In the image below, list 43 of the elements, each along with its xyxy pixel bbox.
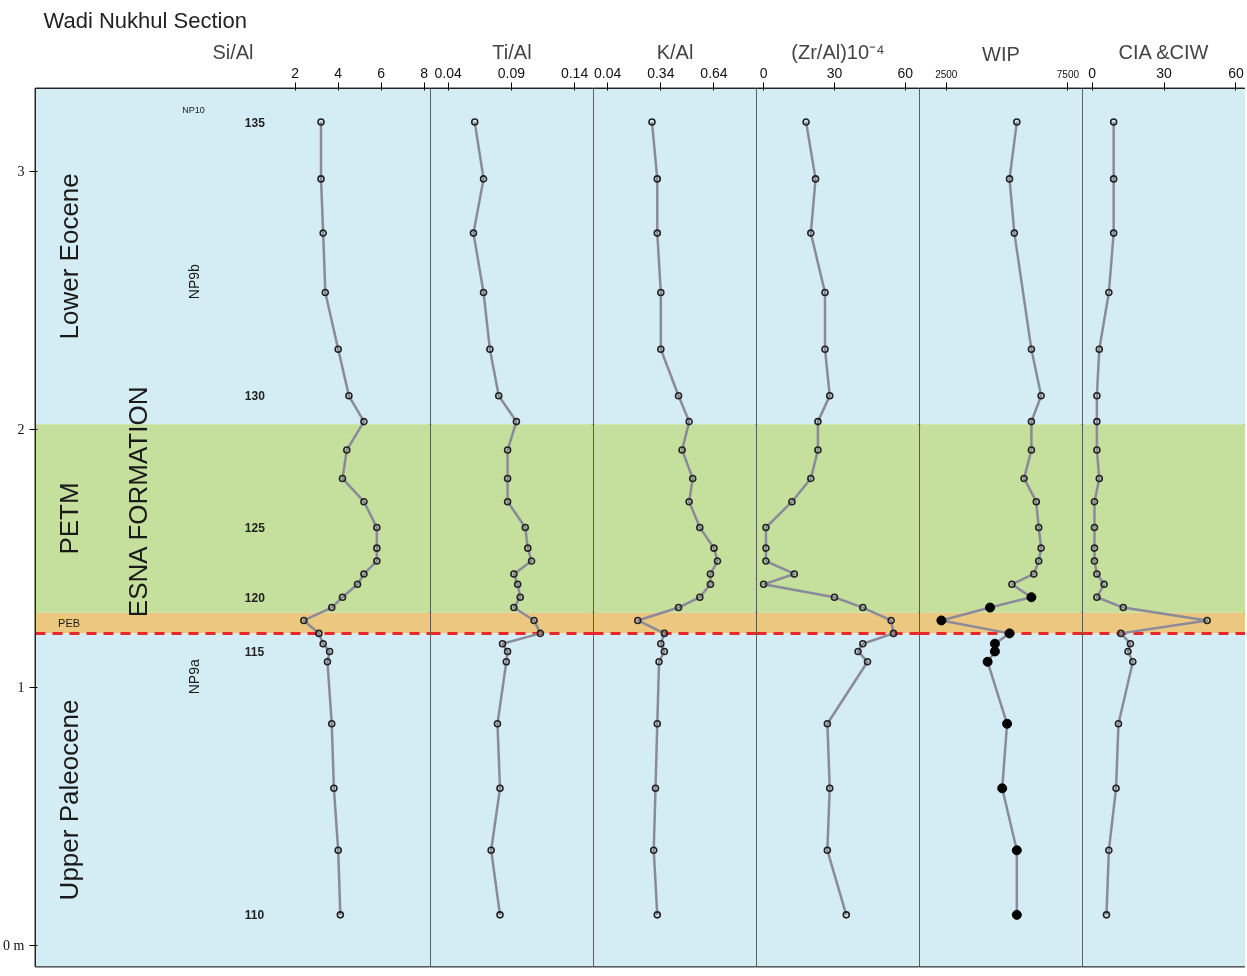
band-label: PETM xyxy=(54,482,85,555)
annotation: 135 xyxy=(244,115,266,130)
x-axis-title: Si/Al xyxy=(212,40,254,63)
x-tick-label: 60 xyxy=(897,64,914,81)
y-tick-label: 0 m xyxy=(3,938,25,954)
band-label: Lower Eocene xyxy=(54,173,85,340)
band-label: PEB xyxy=(58,617,81,630)
x-tick-label: 0.34 xyxy=(647,64,675,81)
y-tick-label: 1 xyxy=(17,680,25,696)
x-tick-label: 7500 xyxy=(1056,68,1080,80)
band-label: Upper Paleocene xyxy=(54,699,85,901)
x-tick-label: 60 xyxy=(1228,64,1244,81)
y-tick-label: 2 xyxy=(17,421,25,437)
x-tick-label: 0 xyxy=(1088,64,1097,81)
x-axis-title: (Zr/Al)10⁻⁴ xyxy=(791,40,885,63)
x-tick-label: 0 xyxy=(759,64,768,81)
x-tick-label: 0.04 xyxy=(434,64,463,81)
y-tick-label: 3 xyxy=(17,163,25,179)
annotation: 120 xyxy=(244,590,266,605)
x-tick-label: 0.64 xyxy=(700,64,728,81)
x-tick-label: 2 xyxy=(291,64,300,81)
x-tick-label: 0.09 xyxy=(497,64,526,81)
annotation: NP9b xyxy=(185,263,202,300)
annotation: 130 xyxy=(244,389,266,404)
x-tick-label: 4 xyxy=(334,64,343,81)
annotation: NP9a xyxy=(185,659,202,695)
x-axis-title: K/Al xyxy=(656,40,694,63)
annotation: ESNA FORMATION xyxy=(123,386,154,618)
annotation: 110 xyxy=(244,908,265,923)
annotation: 125 xyxy=(244,521,266,535)
annotation: NP10 xyxy=(182,105,205,116)
x-tick-label: 0.14 xyxy=(560,64,589,81)
x-tick-label: 30 xyxy=(826,64,843,81)
x-tick-label: 0.04 xyxy=(594,64,622,81)
x-tick-label: 6 xyxy=(377,64,386,81)
x-axis-title: WIP xyxy=(982,42,1020,65)
x-tick-label: 30 xyxy=(1156,64,1172,81)
x-axis-title: CIA &CIW xyxy=(1118,40,1209,63)
x-tick-label: 2500 xyxy=(935,68,958,80)
chart-title: Wadi Nukhul Section xyxy=(43,7,247,33)
x-tick-label: 8 xyxy=(420,64,429,81)
annotation: 115 xyxy=(244,644,265,659)
x-axis-title: Ti/Al xyxy=(492,40,532,63)
